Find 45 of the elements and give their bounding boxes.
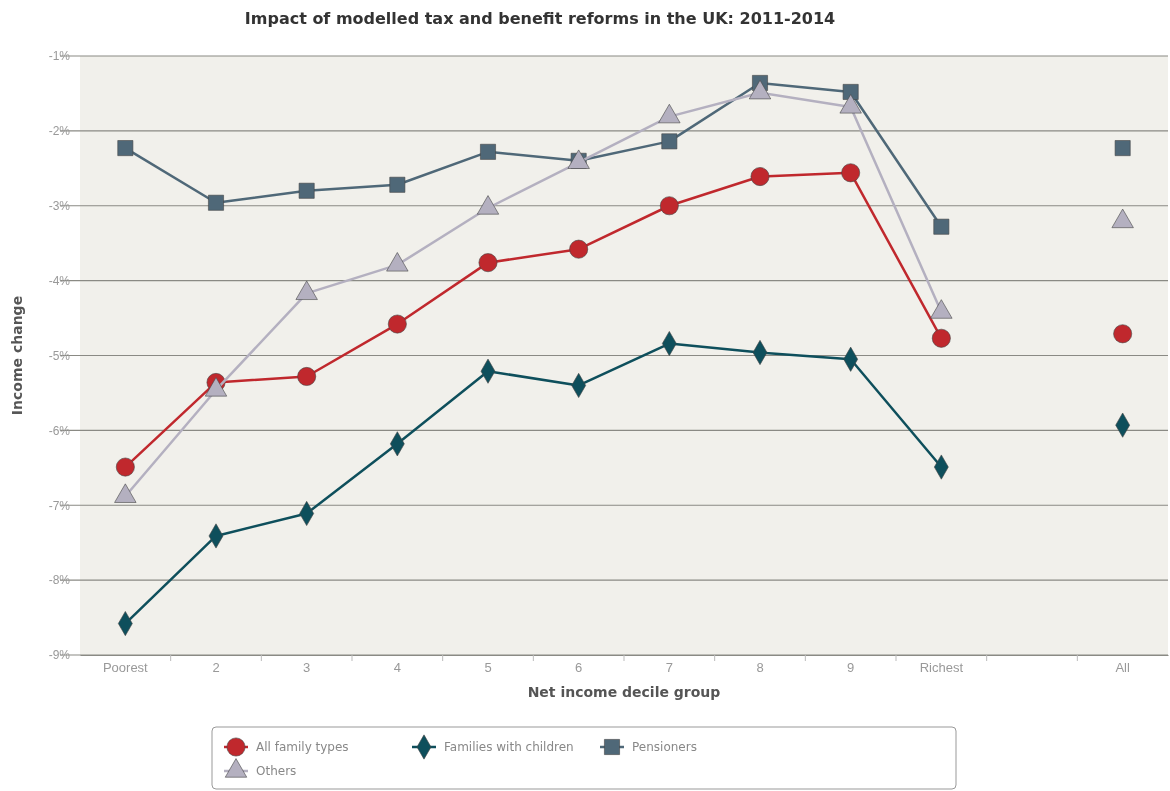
point — [659, 196, 679, 216]
point — [931, 328, 951, 348]
point — [933, 218, 950, 235]
x-tick-label: 7 — [665, 660, 673, 676]
y-axis-title: Income change — [9, 295, 25, 416]
point — [480, 143, 496, 160]
y-tick-label: -1% — [48, 49, 71, 64]
point — [1113, 324, 1133, 344]
point — [115, 457, 135, 477]
x-tick-label: Poorest — [102, 660, 149, 676]
x-tick-label: Richest — [919, 660, 964, 676]
point — [298, 182, 315, 199]
point — [297, 367, 317, 386]
point — [750, 167, 770, 186]
y-tick-label: -4% — [48, 273, 71, 288]
point — [389, 176, 406, 193]
chart-title: Impact of modelled tax and benefit reforms in the UK: 2011-2014 — [244, 9, 836, 28]
y-tick-label: -8% — [48, 573, 71, 588]
point — [841, 163, 861, 183]
x-tick-label: 3 — [303, 660, 311, 676]
x-tick-label: 5 — [484, 660, 492, 676]
point — [569, 239, 589, 259]
x-tick-label: All — [1115, 660, 1130, 676]
point — [478, 253, 498, 273]
y-tick-label: -6% — [48, 423, 71, 438]
y-tick-label: -3% — [48, 199, 71, 214]
point — [387, 314, 407, 334]
x-axis-title: Net income decile group — [527, 684, 721, 700]
legend-label: All family types — [256, 740, 349, 754]
point — [661, 133, 678, 150]
y-tick-label: -5% — [48, 348, 71, 363]
x-tick-label: 6 — [575, 660, 583, 676]
x-tick-label: 9 — [847, 660, 855, 676]
point — [208, 194, 224, 211]
x-tick-label: 4 — [393, 660, 401, 676]
x-tick-label: 2 — [212, 660, 220, 676]
point — [1114, 140, 1131, 156]
y-tick-label: -9% — [48, 648, 71, 663]
x-tick-label: 8 — [756, 660, 764, 676]
y-tick-label: -7% — [48, 498, 71, 513]
legend-label: Pensioners — [632, 740, 697, 754]
legend-label: Families with children — [444, 740, 574, 754]
point — [117, 140, 134, 156]
y-tick-label: -2% — [48, 124, 71, 139]
legend-label: Others — [256, 764, 297, 778]
